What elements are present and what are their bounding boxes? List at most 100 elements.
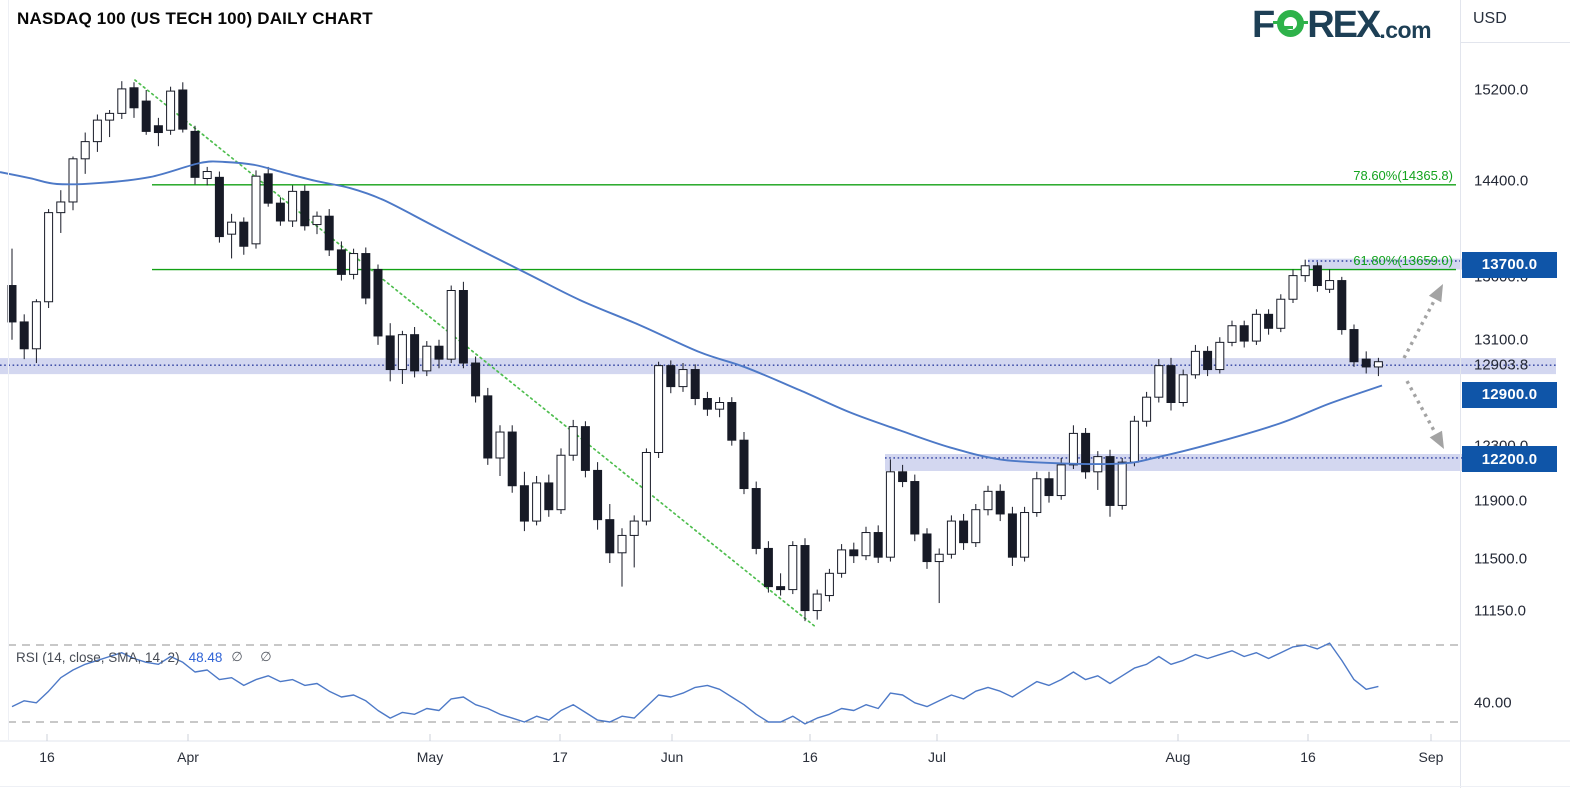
candle-body [1081,432,1091,473]
candle-body [117,88,127,114]
candle-body [251,175,261,245]
time-axis-label: Aug [1165,749,1191,765]
candle-body [910,481,920,535]
trendline [134,79,817,629]
rsi-axis-tick: 40.00 [1474,694,1512,712]
candle-body [654,365,664,453]
candle-body [263,173,273,204]
candle-body [1361,358,1371,368]
candle-body [934,553,944,563]
candle-body [898,471,908,483]
candle-body [239,221,249,247]
logo-letter-f: F [1252,4,1275,46]
candle-body [373,268,383,337]
currency-label: USD [1473,10,1507,27]
candle-body [178,89,188,130]
candle-body [324,215,334,251]
price-level-badge: 12900.0 [1462,381,1557,408]
candle-body [44,212,54,303]
candle-body [1288,275,1298,300]
candle-body [1349,329,1359,363]
candle-body [788,545,798,591]
logo-globe-icon [1273,10,1309,41]
price-level-badge: 13700.0 [1462,251,1557,278]
price-tick: 11150.0 [1474,602,1526,620]
candle-body [153,125,163,134]
candle-body [776,586,786,591]
time-axis-label: 17 [552,749,568,765]
mid-support-zone [0,358,1556,375]
candle-body [214,176,224,238]
candle-body [1337,280,1347,331]
candle-body [1178,374,1188,404]
candle-body [1312,265,1322,287]
candle-body [727,402,737,441]
candle-body [1373,361,1383,368]
candle-body [556,454,566,511]
down-arrow-head-icon [1429,430,1444,449]
candle-body [336,249,346,275]
candle-body [1007,513,1017,558]
time-axis-label: May [416,749,444,765]
candle-body [1300,265,1310,277]
candle-body [1166,365,1176,404]
candle-body [666,365,676,388]
arrows-layer [1402,284,1444,449]
candle-body [105,112,115,121]
fib-label-618: 61.80%(13659.0) [1353,253,1453,268]
candle-body [68,158,78,203]
candle-body [702,398,712,410]
lower-support-zone [885,454,1462,471]
candle-body [751,488,761,549]
candles-layer [7,81,1383,622]
candle-body [922,533,932,563]
candle-body [495,431,505,459]
candle-body [80,141,90,160]
time-axis-label: 16 [39,749,55,765]
fib-label-786: 78.60%(14365.8) [1353,168,1453,183]
candle-body [849,549,859,557]
candle-body [397,334,407,371]
upper-resistance-zone [1308,258,1462,270]
candle-body [1142,396,1152,422]
logo-letters-rex: REX [1307,4,1381,46]
candle-body [519,485,529,522]
logo-dot-com: .com [1379,17,1432,43]
candle-body [544,482,554,511]
rsi-legend: RSI (14, close, SMA, 14, 2) 48.48 ∅ ∅ [16,649,279,665]
candle-body [812,593,822,612]
candle-body [385,335,395,371]
candle-body [434,345,444,360]
candle-body [629,520,639,536]
candle-body [1044,478,1054,497]
candle-body [1020,512,1030,558]
candle-body [300,190,310,227]
candle-body [166,90,176,131]
candle-body [458,290,468,364]
time-axis-label: Sep [1418,749,1444,765]
candle-body [568,426,578,456]
candle-body [1264,313,1274,329]
candle-body [959,520,969,544]
candle-body [1215,341,1225,371]
candle-body [1154,365,1164,398]
candle-body [507,431,517,487]
fib-lines-layer [152,184,1456,271]
candle-body [715,402,725,410]
candle-body [617,534,627,554]
candle-body [129,87,139,109]
candle-body [983,490,993,511]
candle-body [971,509,981,544]
time-axis-label: 16 [1300,749,1316,765]
candle-body [190,130,200,178]
candle-body [861,532,871,557]
candle-body [946,520,956,555]
candle-body [483,395,493,459]
candle-body [56,201,66,214]
candle-body [312,215,322,226]
candle-body [1056,464,1066,497]
candle-body [202,171,212,180]
candle-body [739,439,749,490]
